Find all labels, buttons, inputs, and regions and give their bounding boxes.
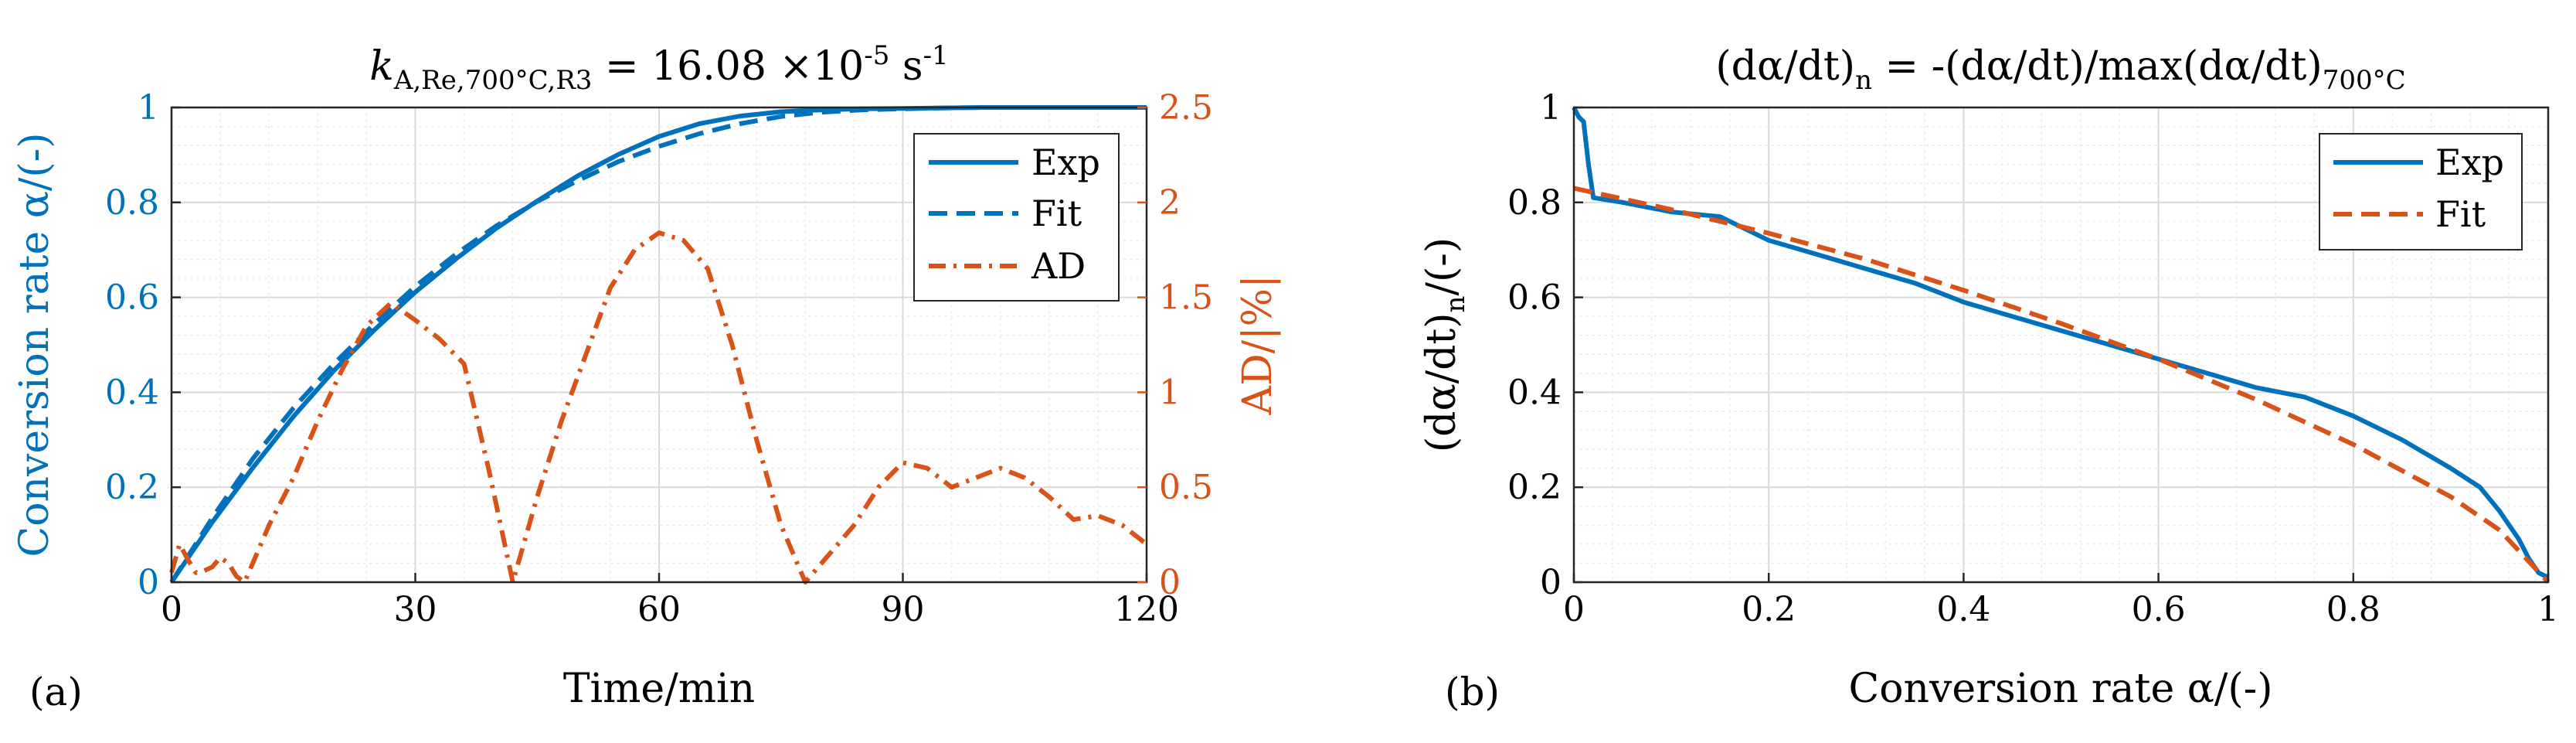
- title-a: kA,Re,700°C,R3 = 16.08 ×10-5 s-1: [369, 40, 948, 96]
- y2-tick-label-a: 0: [1159, 563, 1181, 602]
- ylabel-b-main: (dα/dt): [1419, 312, 1465, 452]
- y-tick-label-a: 0.8: [105, 183, 159, 223]
- legend-b: Exp Fit: [2319, 133, 2523, 251]
- x-tick-label-a: 0: [161, 590, 182, 629]
- y2-tick-label-a: 2: [1159, 183, 1181, 223]
- x-tick-label-a: 90: [882, 590, 925, 629]
- legend-a: Exp Fit AD: [913, 133, 1120, 302]
- title-b-rhs-sub: 700°C: [2323, 65, 2406, 96]
- title-a-exp: -5: [864, 40, 889, 71]
- title-b: (dα/dt)n = -(dα/dt)/max(dα/dt)700°C: [1715, 43, 2405, 96]
- x-tick-label-a: 120: [1114, 590, 1179, 629]
- ylabel-b-sub: n: [1440, 296, 1471, 313]
- title-b-lhs: (dα/dt): [1715, 43, 1855, 90]
- y2-tick-label-a: 0.5: [1159, 468, 1213, 507]
- xlabel-a: Time/min: [563, 666, 755, 712]
- y-tick-label-a: 0: [138, 563, 159, 602]
- y2-tick-label-a: 1: [1159, 373, 1181, 412]
- y-tick-label-b: 0.2: [1507, 468, 1562, 507]
- legend-b-exp-label: Exp: [2435, 141, 2504, 183]
- x-tick-label-b: 0.8: [2326, 590, 2381, 629]
- y-tick-label-b: 0.4: [1507, 373, 1562, 412]
- ylabel-a: Conversion rate α/(-): [12, 132, 58, 557]
- y2label-a: AD/|%|: [1235, 274, 1281, 415]
- series-group-b: [1572, 106, 2551, 585]
- plot-frame-b: [1572, 106, 2550, 584]
- title-a-unit-exp: -1: [923, 40, 949, 71]
- panel-label-b: (b): [1445, 670, 1500, 714]
- x-tick-label-b: 0.6: [2132, 590, 2186, 629]
- title-a-rest: = 16.08 ×10: [592, 43, 864, 90]
- y-tick-label-b: 0.6: [1507, 278, 1562, 318]
- title-a-k: k: [369, 43, 394, 90]
- title-a-unit: s: [889, 43, 923, 90]
- y2-tick-label-a: 1.5: [1159, 278, 1213, 318]
- ylabel-b-rest: /(-): [1419, 237, 1465, 296]
- x-tick-label-b: 0.2: [1742, 590, 1796, 629]
- title-b-lhs-sub: n: [1855, 65, 1872, 96]
- ylabel-b: (dα/dt)n/(-): [1419, 237, 1471, 452]
- title-a-sub: A,Re,700°C,R3: [393, 65, 593, 96]
- series-ad-line-a: [169, 230, 1148, 585]
- y-tick-label-b: 0: [1540, 563, 1562, 602]
- legend-a-fit-label: Fit: [1031, 193, 1082, 234]
- y-tick-label-a: 0.2: [105, 468, 159, 507]
- y-tick-label-a: 1: [138, 88, 159, 128]
- y-tick-label-a: 0.6: [105, 278, 159, 318]
- series-fit-line-b: [1573, 186, 2551, 585]
- panel-label-a: (a): [29, 670, 83, 714]
- title-b-rhs: = -(dα/dt)/max(dα/dt): [1872, 43, 2323, 90]
- legend-a-exp-label: Exp: [1031, 141, 1100, 183]
- ticks-b: 0 0.2 0.4 0.6 0.8 1 0 0.2 0.4 0.6 0.8 1: [1507, 88, 2559, 629]
- series-exp-line-b: [1572, 106, 2550, 580]
- xlabel-b: Conversion rate α/(-): [1848, 666, 2272, 712]
- legend-b-box: [2319, 133, 2523, 251]
- x-tick-label-b: 0: [1563, 590, 1585, 629]
- legend-b-fit-label: Fit: [2435, 193, 2486, 235]
- y2-tick-label-a: 2.5: [1159, 88, 1213, 128]
- y-tick-label-b: 1: [1540, 88, 1562, 128]
- x-tick-label-b: 1: [2537, 590, 2559, 629]
- x-tick-label-a: 60: [637, 590, 681, 629]
- x-tick-label-a: 30: [394, 590, 437, 629]
- chart-panel-b: 0 0.2 0.4 0.6 0.8 100.20.40.60.81 (dα/dt)n = …: [1419, 43, 2559, 714]
- y-tick-label-b: 0.8: [1507, 183, 1562, 223]
- x-tick-label-b: 0.4: [1936, 590, 1990, 629]
- legend-a-ad-label: AD: [1031, 245, 1086, 287]
- y-tick-label-a: 0.4: [105, 373, 159, 412]
- series-fit-line-a: [169, 105, 1147, 584]
